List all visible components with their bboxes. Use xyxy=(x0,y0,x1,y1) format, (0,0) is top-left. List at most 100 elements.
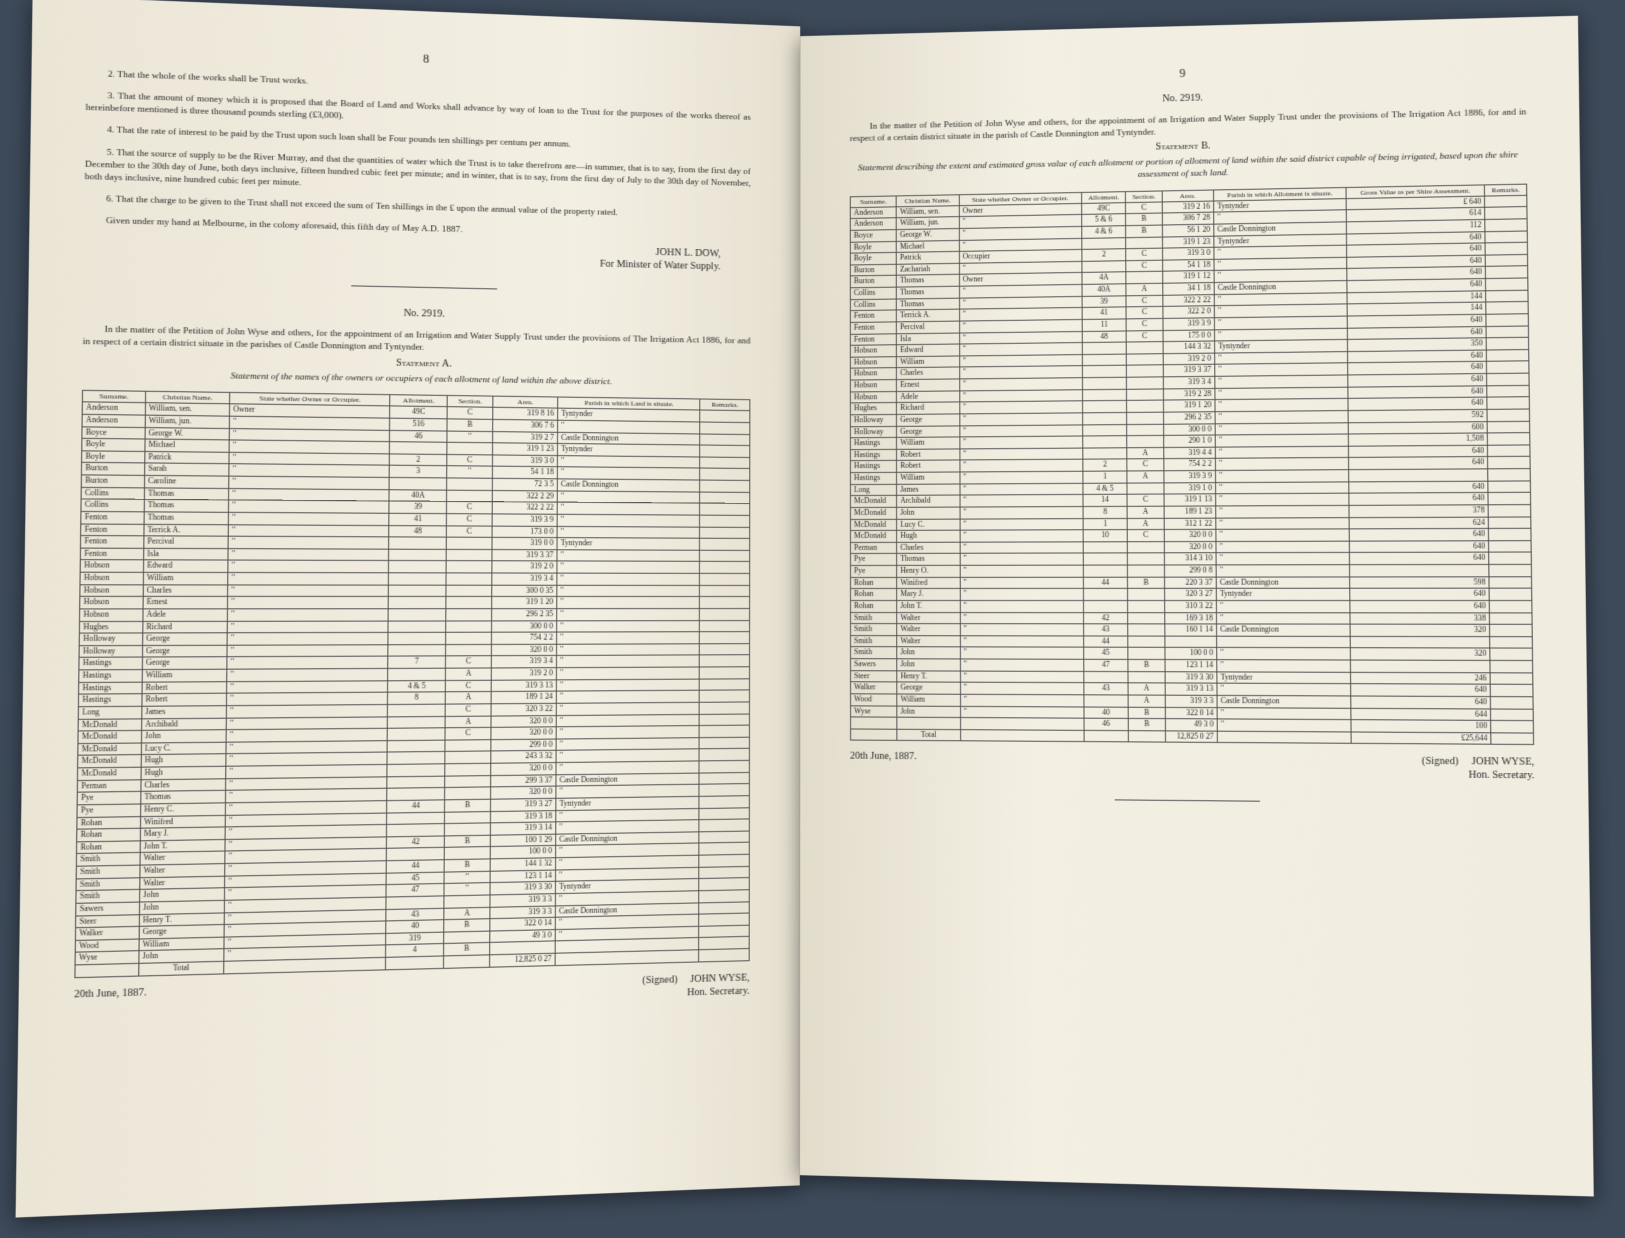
table-cell xyxy=(1490,636,1533,648)
table-cell xyxy=(699,807,749,820)
table-cell: 46 xyxy=(390,430,447,442)
table-cell xyxy=(445,811,491,824)
table-cell: 299 3 37 xyxy=(491,774,556,787)
table-cell: Hastings xyxy=(78,694,141,707)
table-cell xyxy=(444,895,490,908)
table-cell: 314 3 10 xyxy=(1164,553,1216,565)
table-cell xyxy=(1127,400,1163,412)
table-cell xyxy=(1485,219,1527,232)
table-cell: Fenton xyxy=(850,333,896,345)
table-cell: George xyxy=(142,633,227,645)
table-cell: Rohan xyxy=(850,600,896,612)
table-cell: 640 xyxy=(1349,493,1488,506)
table-cell: " xyxy=(960,542,1083,554)
table-cell: 319 3 0 xyxy=(493,455,558,467)
table-cell xyxy=(445,739,491,751)
table-cell: 319 2 0 xyxy=(1163,353,1215,365)
table-cell: McDonald xyxy=(850,507,896,519)
table-cell: B xyxy=(444,919,490,932)
sig-name: JOHN L. DOW, xyxy=(656,247,721,260)
table-cell xyxy=(1487,433,1529,445)
table-cell: " xyxy=(1215,422,1348,435)
table-cell: 41 xyxy=(389,513,447,525)
sig-title: For Minister of Water Supply. xyxy=(600,259,721,273)
table-cell: Patrick xyxy=(144,451,228,464)
table-cell xyxy=(699,890,749,903)
table-cell xyxy=(446,549,492,561)
table-cell: Castle Donnington xyxy=(557,479,700,492)
table-cell: Adele xyxy=(143,609,228,621)
table-cell: Hastings xyxy=(850,472,896,484)
table-cell: 319 3 30 xyxy=(1165,671,1217,683)
table-header: Remarks. xyxy=(1485,184,1527,196)
table-cell xyxy=(388,716,446,728)
table-cell: 100 1 29 xyxy=(490,834,555,847)
table-cell: " xyxy=(960,671,1083,683)
table-cell xyxy=(1488,505,1530,517)
table-cell: 1,508 xyxy=(1348,433,1487,446)
table-cell: " xyxy=(227,585,388,597)
table-cell xyxy=(446,573,492,585)
table-cell: " xyxy=(959,424,1082,437)
table-cell: Wood xyxy=(851,694,897,706)
table-cell xyxy=(387,848,445,861)
table-cell: 173 0 0 xyxy=(492,526,557,538)
table-cell xyxy=(447,442,493,454)
table-cell: C xyxy=(445,680,491,692)
table-cell xyxy=(1127,424,1163,436)
table-cell: " xyxy=(1215,482,1348,495)
table-cell: 644 xyxy=(1351,708,1491,721)
table-cell: 319 2 16 xyxy=(1162,201,1214,214)
table-cell: 320 0 0 xyxy=(491,763,556,776)
table-cell: " xyxy=(557,608,700,620)
table-cell: Hastings xyxy=(850,449,896,461)
table-cell: " xyxy=(227,609,388,621)
table-cell: 319 2 0 xyxy=(492,561,557,573)
total-label-b: Total xyxy=(897,729,960,741)
table-cell: Holloway xyxy=(79,645,142,657)
table-cell: Isla xyxy=(896,333,959,345)
table-cell: Castle Donnington xyxy=(1217,695,1351,708)
table-cell: James xyxy=(141,706,226,719)
table-cell: Percival xyxy=(896,321,959,333)
table-cell: Charles xyxy=(897,542,960,554)
table-cell: Hughes xyxy=(79,621,142,633)
table-cell xyxy=(1491,721,1534,733)
table-cell: " xyxy=(1217,719,1351,732)
table-cell: 640 xyxy=(1349,553,1489,565)
table-cell: McDonald xyxy=(78,718,141,731)
table-cell: 320 0 0 xyxy=(491,786,556,799)
table-cell: 319 1 23 xyxy=(493,443,558,455)
table-cell xyxy=(699,772,749,784)
table-cell: Pye xyxy=(77,792,140,805)
table-cell: 44 xyxy=(1083,577,1128,589)
table-cell xyxy=(388,704,446,716)
table-cell: A xyxy=(445,692,491,704)
footer-sig-name: JOHN WYSE, xyxy=(690,972,749,985)
table-cell: 2 xyxy=(389,454,446,466)
table-cell: 220 3 37 xyxy=(1164,577,1216,589)
table-cell: " xyxy=(1217,707,1351,720)
table-cell xyxy=(1128,553,1164,565)
table-cell: Hobson xyxy=(80,560,143,572)
table-cell xyxy=(1486,290,1528,302)
table-cell: A xyxy=(1126,283,1162,295)
table-cell xyxy=(1490,648,1533,660)
table-cell: Pye xyxy=(850,554,896,566)
table-cell xyxy=(446,644,492,656)
table-cell: 312 1 22 xyxy=(1164,518,1216,530)
table-cell: 319 3 37 xyxy=(1163,365,1215,377)
table-cell xyxy=(1490,672,1533,684)
table-cell: " xyxy=(557,585,700,597)
table-cell: " xyxy=(1216,517,1350,529)
table-cell: Walker xyxy=(851,682,897,694)
table-cell: Holloway xyxy=(850,426,896,438)
table-cell: 169 3 18 xyxy=(1164,612,1216,624)
table-cell: Hobson xyxy=(80,609,143,621)
table-cell: William, jun. xyxy=(145,415,229,428)
table-cell: 320 xyxy=(1350,624,1490,636)
table-cell: " xyxy=(227,656,388,669)
table-cell: Long xyxy=(78,706,141,719)
table-cell xyxy=(1489,529,1531,541)
table-cell: Collins xyxy=(850,299,896,311)
